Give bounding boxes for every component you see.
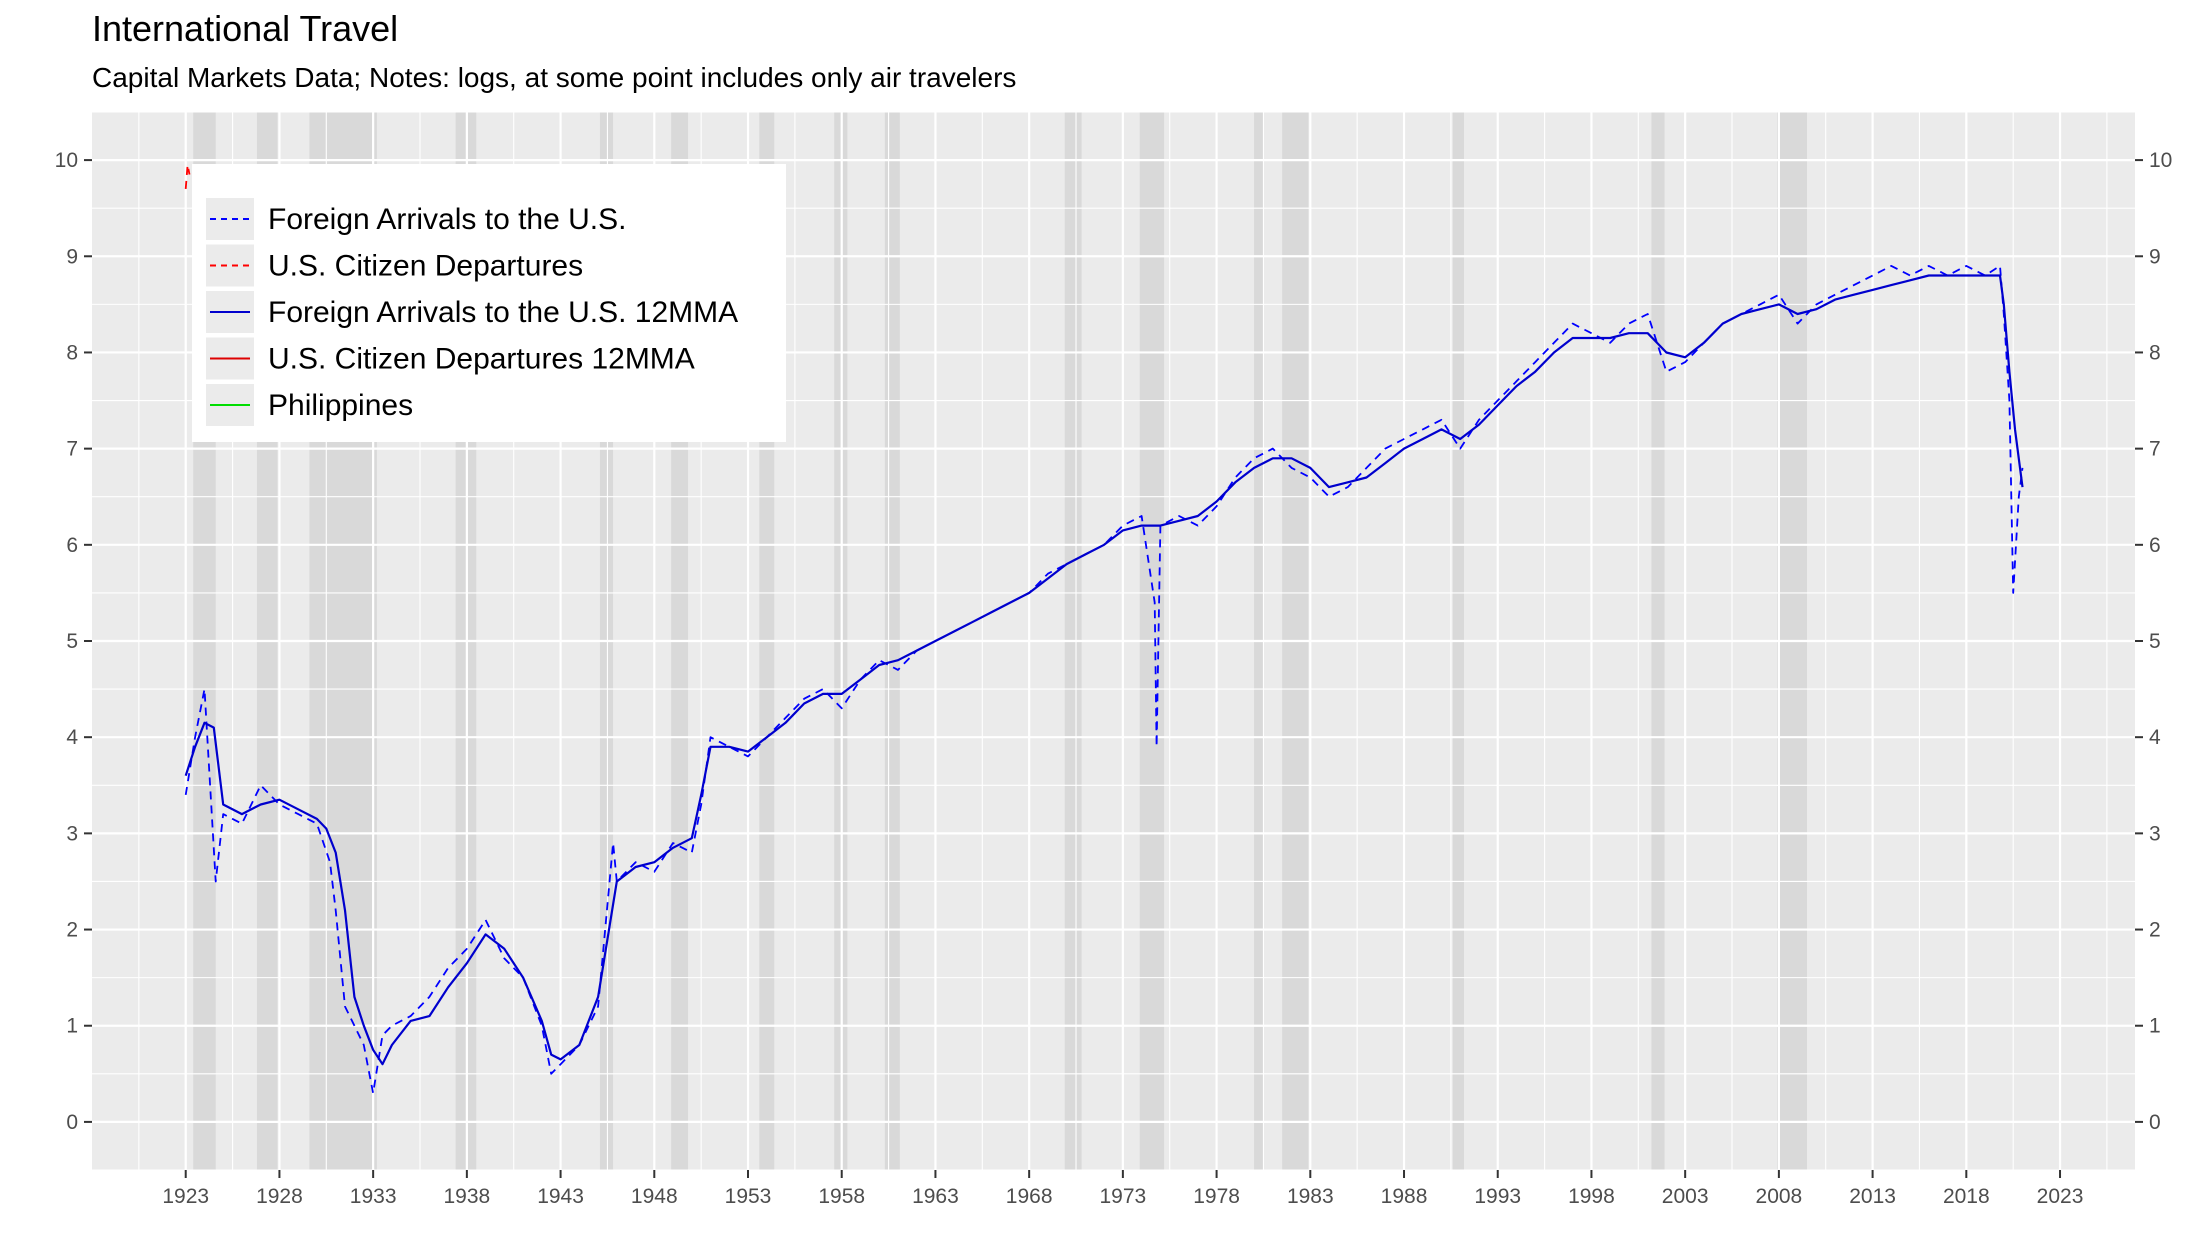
x-tick-label: 1963 bbox=[912, 1185, 959, 1208]
y-tick-label-right: 8 bbox=[2149, 341, 2161, 364]
chart-subtitle: Capital Markets Data; Notes: logs, at so… bbox=[92, 62, 1017, 93]
legend-label: U.S. Citizen Departures bbox=[268, 250, 583, 283]
series-line bbox=[184, 265, 2024, 1094]
x-tick-label: 1923 bbox=[162, 1185, 209, 1208]
x-tick-label: 1983 bbox=[1287, 1185, 1334, 1208]
x-tick-label: 1998 bbox=[1568, 1185, 1615, 1208]
y-axis-left: 0 1 2 3 4 5 6 7 8 9 10 bbox=[55, 149, 92, 1134]
x-tick-label: 2018 bbox=[1943, 1185, 1990, 1208]
legend: Foreign Arrivals to the U.S. U.S. Citizen… bbox=[192, 164, 786, 442]
x-tick-label: 2013 bbox=[1849, 1185, 1896, 1208]
series-lines bbox=[184, 164, 2024, 1094]
y-tick-label-right: 2 bbox=[2149, 919, 2161, 942]
legend-label: Foreign Arrivals to the U.S. 12MMA bbox=[268, 296, 738, 329]
y-tick-label-right: 4 bbox=[2149, 726, 2161, 749]
x-tick-label: 1948 bbox=[631, 1185, 678, 1208]
series-line bbox=[184, 274, 2024, 1066]
y-tick-label-right: 7 bbox=[2149, 438, 2161, 461]
y-tick-label: 3 bbox=[66, 822, 78, 845]
x-tick-label: 2023 bbox=[2037, 1185, 2084, 1208]
legend-label: Philippines bbox=[268, 389, 413, 422]
y-tick-label-right: 3 bbox=[2149, 822, 2161, 845]
y-tick-label-right: 6 bbox=[2149, 534, 2161, 557]
x-tick-label: 2003 bbox=[1662, 1185, 1709, 1208]
legend-label: Foreign Arrivals to the U.S. bbox=[268, 203, 626, 236]
y-tick-label: 10 bbox=[55, 149, 78, 172]
x-axis: 1923 1928 1933 1938 1943 1948 1953 1958 1963 1968… bbox=[162, 1170, 2083, 1208]
y-tick-label-right: 1 bbox=[2149, 1015, 2161, 1038]
legend-box bbox=[192, 164, 786, 442]
legend-label: U.S. Citizen Departures 12MMA bbox=[268, 343, 695, 376]
x-tick-label: 1968 bbox=[1006, 1185, 1053, 1208]
x-tick-label: 1973 bbox=[1100, 1185, 1147, 1208]
y-tick-label: 2 bbox=[66, 919, 78, 942]
y-tick-label: 8 bbox=[66, 341, 78, 364]
y-tick-label: 4 bbox=[66, 726, 78, 749]
y-tick-label: 1 bbox=[66, 1015, 78, 1038]
y-axis-right: 0 1 2 3 4 5 6 7 8 9 10 bbox=[2135, 149, 2172, 1134]
y-tick-label-right: 0 bbox=[2149, 1111, 2161, 1134]
x-tick-label: 1993 bbox=[1474, 1185, 1521, 1208]
x-tick-label: 1978 bbox=[1193, 1185, 1240, 1208]
x-tick-label: 1943 bbox=[537, 1185, 584, 1208]
x-tick-label: 1958 bbox=[818, 1185, 865, 1208]
x-tick-label: 1928 bbox=[256, 1185, 303, 1208]
x-tick-label: 1953 bbox=[725, 1185, 772, 1208]
y-tick-label-right: 9 bbox=[2149, 245, 2161, 268]
x-tick-label: 1938 bbox=[444, 1185, 491, 1208]
y-tick-label: 7 bbox=[66, 438, 78, 461]
chart-title: International Travel bbox=[92, 8, 399, 49]
series-line bbox=[184, 164, 191, 189]
x-tick-label: 1988 bbox=[1381, 1185, 1428, 1208]
y-tick-label: 0 bbox=[66, 1111, 78, 1134]
y-tick-label: 9 bbox=[66, 245, 78, 268]
y-tick-label-right: 10 bbox=[2149, 149, 2172, 172]
x-tick-label: 1933 bbox=[350, 1185, 397, 1208]
y-tick-label: 5 bbox=[66, 630, 78, 653]
x-tick-label: 2008 bbox=[1756, 1185, 1803, 1208]
y-tick-label-right: 5 bbox=[2149, 630, 2161, 653]
y-tick-label: 6 bbox=[66, 534, 78, 557]
